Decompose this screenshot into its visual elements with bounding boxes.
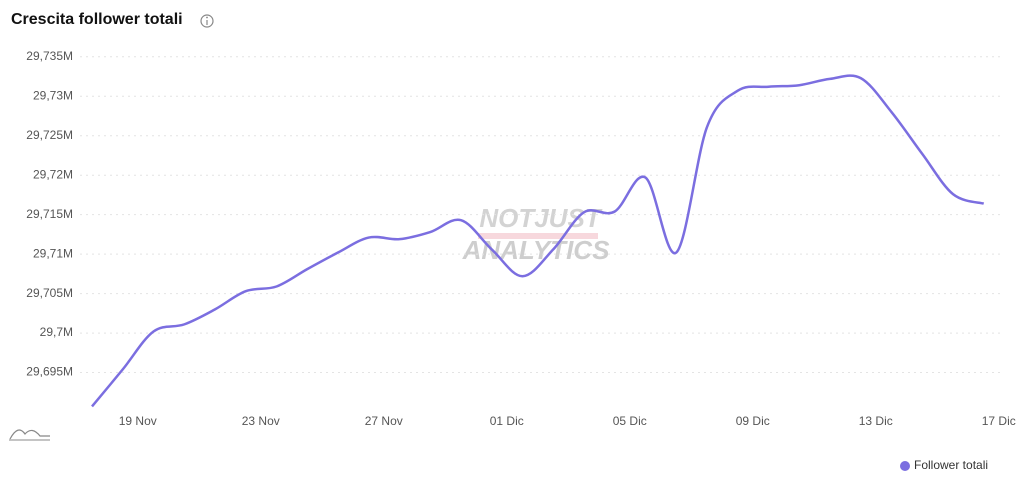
y-tick-label: 29,705M: [26, 286, 73, 300]
y-tick-label: 29,71M: [33, 246, 73, 260]
legend-label: Follower totali: [914, 458, 988, 472]
x-tick-label: 27 Nov: [365, 414, 403, 428]
watermark: NOTJUST: [479, 203, 602, 233]
data-line: [91, 74, 985, 408]
y-tick-label: 29,695M: [26, 365, 73, 379]
x-tick-label: 19 Nov: [119, 414, 157, 428]
chart-type-icon[interactable]: [9, 429, 50, 441]
x-tick-label: 09 Dic: [736, 414, 770, 428]
legend-item: Follower totali: [900, 458, 988, 472]
x-tick-label: 01 Dic: [490, 414, 524, 428]
y-tick-label: 29,725M: [26, 128, 73, 142]
legend-swatch: [900, 461, 910, 471]
y-tick-label: 29,735M: [26, 49, 73, 63]
chart-title: Crescita follower totali: [11, 11, 183, 28]
info-icon[interactable]: [200, 14, 214, 28]
y-tick-label: 29,73M: [33, 88, 73, 102]
y-tick-label: 29,715M: [26, 207, 73, 221]
y-tick-label: 29,72M: [33, 167, 73, 181]
watermark-band: [478, 233, 598, 239]
x-tick-label: 23 Nov: [242, 414, 280, 428]
x-tick-label: 17 Dic: [982, 414, 1016, 428]
watermark: ANALYTICS: [462, 235, 611, 265]
x-tick-label: 13 Dic: [859, 414, 893, 428]
x-tick-label: 05 Dic: [613, 414, 647, 428]
y-tick-label: 29,7M: [40, 325, 73, 339]
